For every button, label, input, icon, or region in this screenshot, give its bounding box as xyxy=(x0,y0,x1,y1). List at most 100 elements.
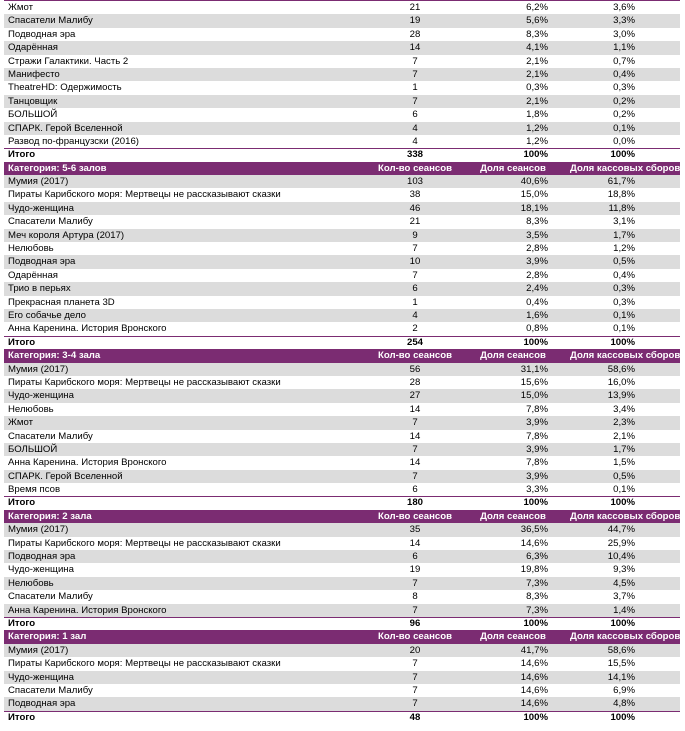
cell: 14,6% xyxy=(520,698,548,710)
cell: 7 xyxy=(412,604,418,616)
data-row: СПАРК. Герой Вселенной 4 1,2% 0,1% xyxy=(4,121,680,135)
data-row: Жмот 21 6,2% 3,6% xyxy=(4,1,680,14)
cell: 1 xyxy=(412,296,418,308)
data-row: Чудо-женщина 46 18,1% 11,8% xyxy=(4,201,680,216)
data-row: Мумия (2017) 56 31,1% 58,6% xyxy=(4,362,680,376)
cell: Одарённая xyxy=(8,269,58,281)
cell: 21 xyxy=(409,2,421,13)
cell: 8,3% xyxy=(526,28,548,40)
cell: 7 xyxy=(412,269,418,281)
total-row: Итого 96 100% 100% xyxy=(4,616,680,630)
cell: Категория: 3-4 зала xyxy=(8,350,101,362)
cell: 2,8% xyxy=(526,243,548,255)
cell: 1,7% xyxy=(613,443,635,455)
cell: Чудо-женщина xyxy=(8,202,74,214)
cell: 3,4% xyxy=(613,403,635,415)
cell: 3,6% xyxy=(613,2,635,13)
cell: 1 xyxy=(412,82,418,94)
cell: Одарённая xyxy=(8,42,58,54)
data-row: Развод по-французски (2016) 4 1,2% 0,0% xyxy=(4,135,680,148)
cell: 96 xyxy=(409,617,421,629)
cell: 3,9% xyxy=(526,256,548,268)
cell: 16,0% xyxy=(607,376,635,388)
cell: 19,8% xyxy=(520,564,548,576)
cell: 3,3% xyxy=(613,15,635,27)
cell: Доля сеансов xyxy=(480,350,546,362)
cell: 100% xyxy=(610,497,635,509)
data-row: БОЛЬШОЙ 7 3,9% 1,7% xyxy=(4,442,680,457)
cell: Пираты Карибского моря: Мертвецы не расс… xyxy=(8,658,281,670)
data-row: Нелюбовь 14 7,8% 3,4% xyxy=(4,403,680,416)
cell: 7 xyxy=(412,55,418,67)
cell: 103 xyxy=(406,176,423,188)
data-row: Трио в перьях 6 2,4% 0,3% xyxy=(4,282,680,296)
data-row: TheatreHD: Одержимость 1 0,3% 0,3% xyxy=(4,81,680,94)
cell: 48 xyxy=(409,711,421,723)
cell: 3,3% xyxy=(526,484,548,496)
cell: 100% xyxy=(523,497,548,509)
cell: 6,9% xyxy=(613,684,635,696)
cell: 6,2% xyxy=(526,2,548,13)
cell: Чудо-женщина xyxy=(8,564,74,576)
cell: 14 xyxy=(409,403,421,415)
cell: Мумия (2017) xyxy=(8,363,69,375)
cell: Пираты Карибского моря: Мертвецы не расс… xyxy=(8,537,281,549)
data-row: Подводная эра 7 14,6% 4,8% xyxy=(4,697,680,711)
cell: Категория: 2 зала xyxy=(8,510,92,522)
cell: Доля кассовых сборов xyxy=(570,510,681,522)
cell: 14,6% xyxy=(520,684,548,696)
cell: 31,1% xyxy=(520,363,548,375)
cell: 9,3% xyxy=(613,564,635,576)
cell: 6 xyxy=(412,484,418,496)
cell: 18,8% xyxy=(607,189,635,201)
cell: Нелюбовь xyxy=(8,577,54,589)
cell: 9 xyxy=(412,229,418,241)
cell: Спасатели Малибу xyxy=(8,216,93,228)
cell: 180 xyxy=(406,497,423,509)
cell: 3,7% xyxy=(613,591,635,603)
cell: Кол-во сеансов xyxy=(378,510,452,522)
cell: Жмот xyxy=(8,2,33,13)
cell: Итого xyxy=(8,336,36,348)
data-row: Пираты Карибского моря: Мертвецы не расс… xyxy=(4,188,680,201)
cell: Доля сеансов xyxy=(480,631,546,643)
cell: Нелюбовь xyxy=(8,243,54,255)
cell: 8,3% xyxy=(526,216,548,228)
cell: 46 xyxy=(409,202,421,214)
cell: 4 xyxy=(412,309,418,321)
cell: 0,1% xyxy=(613,323,635,335)
cell: Доля кассовых сборов xyxy=(570,162,681,174)
cell: Время псов xyxy=(8,484,61,496)
data-row: Мумия (2017) 35 36,5% 44,7% xyxy=(4,523,680,537)
cell: 100% xyxy=(523,617,548,629)
cell: 40,6% xyxy=(520,176,548,188)
cell: 1,4% xyxy=(613,604,635,616)
data-row: Время псов 6 3,3% 0,1% xyxy=(4,483,680,496)
cell: 100% xyxy=(610,617,635,629)
cell: 6 xyxy=(412,551,418,563)
cell: Чудо-женщина xyxy=(8,390,74,402)
cell: 1,5% xyxy=(613,457,635,469)
cell: БОЛЬШОЙ xyxy=(8,109,58,121)
cell: Итого xyxy=(8,617,36,629)
cell: 15,0% xyxy=(520,189,548,201)
cell: 56 xyxy=(409,363,421,375)
cell: 4,1% xyxy=(526,42,548,54)
cell: Жмот xyxy=(8,417,33,429)
data-row: Спасатели Малибу 14 7,8% 2,1% xyxy=(4,430,680,443)
cell: 58,6% xyxy=(607,644,635,656)
cell: 61,7% xyxy=(607,176,635,188)
cell: 2,4% xyxy=(526,283,548,295)
cell: 27 xyxy=(409,390,421,402)
data-row: Меч короля Артура (2017) 9 3,5% 1,7% xyxy=(4,228,680,243)
cell: 7 xyxy=(412,577,418,589)
cell: 100% xyxy=(610,149,635,161)
data-row: Пираты Карибского моря: Мертвецы не расс… xyxy=(4,537,680,550)
cell: 28 xyxy=(409,28,421,40)
cell: 7 xyxy=(412,443,418,455)
cell: 13,9% xyxy=(607,390,635,402)
cell: 100% xyxy=(523,711,548,723)
cell: 14,6% xyxy=(520,537,548,549)
data-row: СПАРК. Герой Вселенной 7 3,9% 0,5% xyxy=(4,469,680,484)
cell: 1,2% xyxy=(613,243,635,255)
